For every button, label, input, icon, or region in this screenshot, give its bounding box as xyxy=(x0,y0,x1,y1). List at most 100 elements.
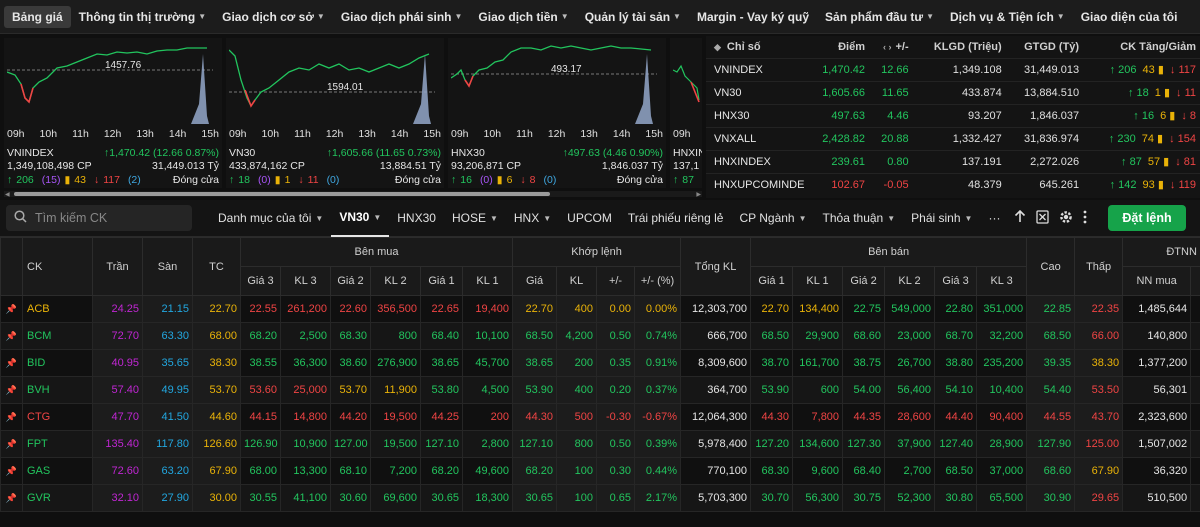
index-card-hnxin[interactable]: 09h HNXIN 137,1 ↑ 87 xyxy=(670,38,702,188)
index-row[interactable]: HNXINDEX 239.61 0.80 137.191 2,272.026 ↑ 87 57… xyxy=(706,149,1200,173)
switch-arrows-icon[interactable]: ‹ › xyxy=(882,41,892,52)
cell-mk[interactable]: 800 xyxy=(556,430,598,458)
search-input[interactable] xyxy=(35,211,175,225)
column-header[interactable]: NN bá xyxy=(1190,266,1200,296)
column-header[interactable]: Giá 3 xyxy=(240,266,281,296)
cell-lo[interactable]: 53.50 xyxy=(1074,376,1124,404)
cell-sk1[interactable]: 134,400 xyxy=(792,295,844,323)
cell-bk3[interactable]: 10,900 xyxy=(280,430,331,458)
cell-sk3[interactable]: 10,400 xyxy=(976,376,1028,404)
cell-bk2[interactable]: 19,500 xyxy=(370,403,421,431)
cell-s3[interactable]: 30.80 xyxy=(934,484,978,512)
topnav-item-3[interactable]: Giao dịch phái sinh ▼ xyxy=(333,6,471,28)
cell-nnb[interactable]: 4,526,7 xyxy=(1190,403,1200,431)
cell-sk1[interactable]: 134,600 xyxy=(792,430,844,458)
topnav-item-4[interactable]: Giao dịch tiền ▼ xyxy=(470,6,576,28)
cell-hi[interactable]: 44.55 xyxy=(1026,403,1076,431)
index-row[interactable]: HNXUPCOMINDE 102.67 -0.05 48.379 645.261 ↑ 14… xyxy=(706,172,1200,196)
topnav-item-5[interactable]: Quản lý tài sản ▼ xyxy=(577,6,689,28)
group-header[interactable]: Bên mua xyxy=(239,237,514,267)
cell-lo[interactable]: 125.00 xyxy=(1074,430,1124,458)
cell-s3[interactable]: 54.10 xyxy=(934,376,978,404)
cell-s3[interactable]: 22.80 xyxy=(934,295,978,323)
cell-bk3[interactable]: 261,200 xyxy=(280,295,331,323)
group-header[interactable]: Cao xyxy=(1026,237,1076,296)
table-row[interactable]: 📌 GVR 32.10 27.90 30.00 30.55 41,100 30.60 69,60… xyxy=(0,484,1200,512)
group-header[interactable]: Bên bán xyxy=(750,237,1028,267)
cell-s2[interactable]: 22.75 xyxy=(842,295,886,323)
cell-lo[interactable]: 66.00 xyxy=(1074,322,1124,350)
cell-sk3[interactable]: 351,000 xyxy=(976,295,1028,323)
cell-s2[interactable]: 54.00 xyxy=(842,376,886,404)
tab-hose[interactable]: HOSE ▼ xyxy=(444,200,506,237)
cell-nnb[interactable]: 16,9 xyxy=(1190,457,1200,485)
table-row[interactable]: 📌 BID 40.95 35.65 38.30 38.55 36,300 38.60 276,9… xyxy=(0,349,1200,377)
cell-mp[interactable]: 0.44% xyxy=(634,457,682,485)
tab-phái-sinh[interactable]: Phái sinh ▼ xyxy=(903,200,980,237)
tab-thỏa-thuận[interactable]: Thỏa thuận ▼ xyxy=(815,200,904,237)
pin-icon[interactable]: 📌 xyxy=(0,349,23,377)
cell-mch[interactable]: 0.50 xyxy=(596,322,636,350)
topnav-item-1[interactable]: Thông tin thị trường ▼ xyxy=(71,6,214,28)
intraday-chart[interactable]: 1457.76 xyxy=(7,40,213,124)
column-header[interactable]: Giá xyxy=(512,266,558,296)
pin-icon[interactable]: 📌 xyxy=(0,295,23,323)
group-header[interactable]: Thấp xyxy=(1074,237,1124,296)
cell-sk2[interactable]: 52,300 xyxy=(884,484,936,512)
cell-m[interactable]: 53.90 xyxy=(512,376,558,404)
tab-upcom[interactable]: UPCOM xyxy=(559,200,620,237)
topnav-item-2[interactable]: Giao dịch cơ sở ▼ xyxy=(214,6,333,28)
cell-mch[interactable]: 0.35 xyxy=(596,349,636,377)
cards-scrollbar[interactable]: ◀ ▶ xyxy=(4,191,702,198)
cell-tot[interactable]: 8,309,600 xyxy=(680,349,752,377)
index-row[interactable]: VNXALL 2,428.82 20.88 1,332.427 31,836.974 ↑ … xyxy=(706,126,1200,150)
cell-s1[interactable]: 53.90 xyxy=(750,376,794,404)
cell-m[interactable]: 22.70 xyxy=(512,295,558,323)
cell-b1[interactable]: 68.20 xyxy=(420,457,463,485)
cell-nnb[interactable]: 1,558,4 xyxy=(1190,349,1200,377)
cell-sk3[interactable]: 32,200 xyxy=(976,322,1028,350)
column-header[interactable]: +/- xyxy=(596,266,636,296)
pin-icon[interactable]: 📌 xyxy=(0,484,23,512)
cell-mch[interactable]: 0.30 xyxy=(596,457,636,485)
cell-tot[interactable]: 5,703,300 xyxy=(680,484,752,512)
cell-b2[interactable]: 53.70 xyxy=(330,376,371,404)
topnav-item-6[interactable]: Margin - Vay ký quỹ xyxy=(689,6,817,28)
pin-icon[interactable]: 📌 xyxy=(0,457,23,485)
tab-vn30[interactable]: VN30 ▼ xyxy=(331,200,390,237)
cell-tot[interactable]: 12,064,300 xyxy=(680,403,752,431)
cell-nnb[interactable]: 46,5 xyxy=(1190,322,1200,350)
cell-s3[interactable]: 68.70 xyxy=(934,322,978,350)
cell-s1[interactable]: 30.70 xyxy=(750,484,794,512)
cell-b1[interactable]: 44.25 xyxy=(420,403,463,431)
cell-nnb[interactable]: 52,6 xyxy=(1190,484,1200,512)
table-row[interactable]: 📌 BCM 72.70 63.30 68.00 68.20 2,500 68.30 800 68.… xyxy=(0,322,1200,350)
cell-hi[interactable]: 54.40 xyxy=(1026,376,1076,404)
column-header[interactable]: Giá 2 xyxy=(842,266,886,296)
cell-s2[interactable]: 68.40 xyxy=(842,457,886,485)
scroll-left-icon[interactable]: ◀ xyxy=(5,192,10,198)
stock-symbol[interactable]: ACB xyxy=(22,295,93,323)
cell-mk[interactable]: 100 xyxy=(556,457,598,485)
column-header[interactable]: KL 3 xyxy=(280,266,331,296)
column-header[interactable]: Giá 1 xyxy=(420,266,463,296)
cell-bk2[interactable]: 69,600 xyxy=(370,484,421,512)
cell-sk1[interactable]: 7,800 xyxy=(792,403,844,431)
cell-nnm[interactable]: 1,507,002 xyxy=(1122,430,1192,458)
cell-s1[interactable]: 68.50 xyxy=(750,322,794,350)
cell-b2[interactable]: 127.00 xyxy=(330,430,371,458)
cell-s2[interactable]: 68.60 xyxy=(842,322,886,350)
cell-bk2[interactable]: 276,900 xyxy=(370,349,421,377)
cell-b2[interactable]: 44.20 xyxy=(330,403,371,431)
group-header[interactable]: Khớp lệnh xyxy=(512,237,682,267)
index-card-hnx30[interactable]: 493.17 09h 10h 11h 12h 13h 14h 15h HNX30 ↑497.63 … xyxy=(448,38,666,188)
cell-sk1[interactable]: 600 xyxy=(792,376,844,404)
column-header[interactable]: KL 1 xyxy=(461,266,514,296)
cell-bk2[interactable]: 356,500 xyxy=(370,295,421,323)
column-header[interactable]: Giá 1 xyxy=(750,266,794,296)
cell-hi[interactable]: 68.60 xyxy=(1026,457,1076,485)
cell-nnb[interactable]: 40,6 xyxy=(1190,376,1200,404)
index-row[interactable]: HNX30 497.63 4.46 93.207 1,846.037 ↑ 16 6 ▮ ↓ 8 xyxy=(706,103,1200,127)
cell-m[interactable]: 30.65 xyxy=(512,484,558,512)
cell-bk3[interactable]: 13,300 xyxy=(280,457,331,485)
